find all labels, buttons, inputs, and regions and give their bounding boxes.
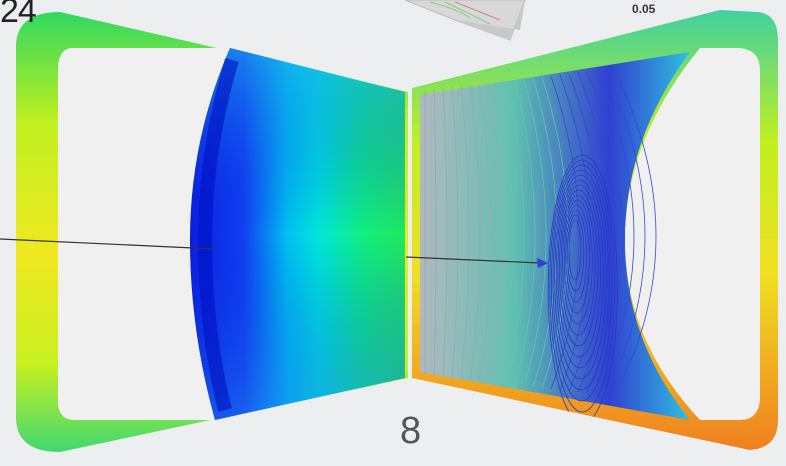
vortex-loop [552,169,610,391]
vortex-loop [568,219,582,281]
vortex-loop [558,189,599,347]
vortex-loop [562,199,593,325]
streamline [451,86,459,379]
corner-label: 24 [0,0,37,30]
vortex-loop [565,209,587,303]
streamline [442,87,448,378]
left-frame [16,12,408,452]
streamline [604,69,646,396]
scale-label: 0.05 [632,2,656,16]
streamline [613,68,657,397]
streamline [586,71,624,394]
streamline [433,88,437,377]
vortex-loop [555,179,604,369]
streamline [460,85,470,380]
streamline [505,80,525,385]
streamline [487,82,503,383]
streamline [559,74,591,391]
vortex-loop [554,174,607,380]
pointer-lines [0,238,548,268]
streamline [478,83,492,382]
streamline [523,78,547,387]
vortex-loop [563,204,590,314]
streamline [568,73,602,392]
streamlines [424,68,657,424]
streamline [469,84,481,381]
streamline [496,81,514,384]
streamline [550,75,580,390]
vortex-loop [560,194,596,336]
arrowhead-icon [537,258,548,268]
vortex-loop [550,164,613,402]
inset-box [404,0,526,41]
right-streamline-panel [412,10,778,450]
vortex-loop [566,214,585,292]
page-number: 8 [400,410,422,452]
vortex-loop [557,184,601,358]
streamline [514,79,536,386]
vortex-loop [549,159,615,413]
